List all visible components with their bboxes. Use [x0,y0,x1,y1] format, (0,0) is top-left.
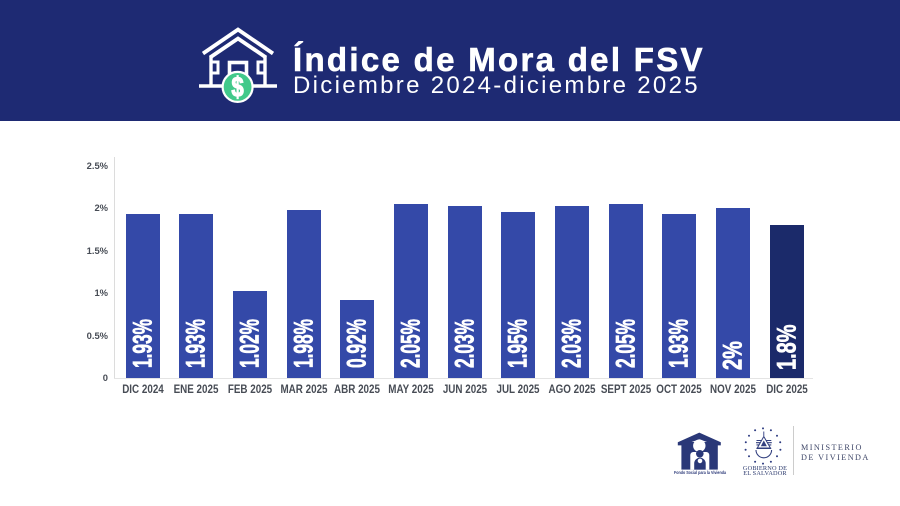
svg-text:$: $ [232,72,244,103]
